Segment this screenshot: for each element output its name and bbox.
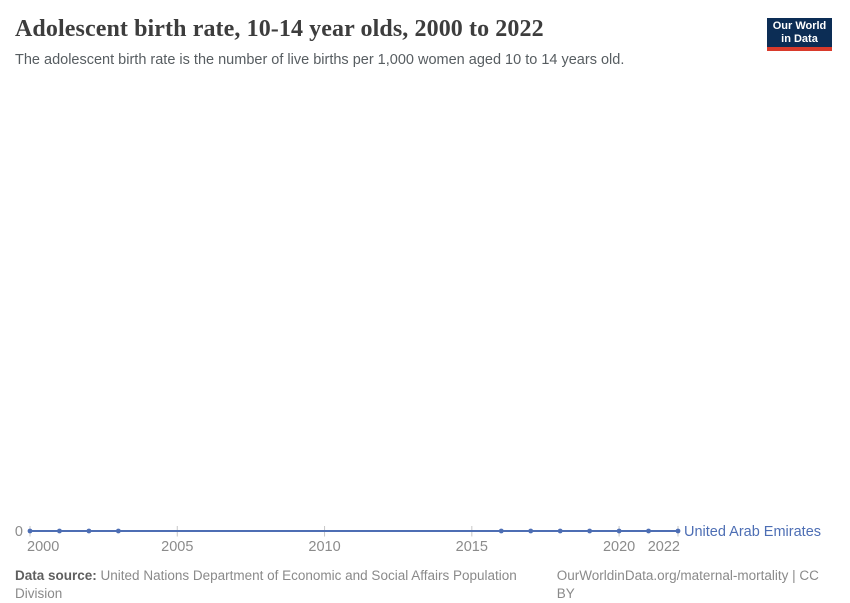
data-point-2020[interactable] bbox=[616, 528, 622, 534]
x-tick-label-2000: 2000 bbox=[27, 539, 59, 555]
data-point-2019[interactable] bbox=[587, 528, 593, 534]
series-label[interactable]: United Arab Emirates bbox=[684, 524, 821, 540]
chart-footer: Data source: United Nations Department o… bbox=[15, 567, 835, 603]
data-point-2017[interactable] bbox=[528, 528, 534, 534]
data-point-2022[interactable] bbox=[675, 528, 681, 534]
data-source-text: United Nations Department of Economic an… bbox=[15, 568, 517, 601]
data-point-2016[interactable] bbox=[498, 528, 504, 534]
data-point-2003[interactable] bbox=[115, 528, 121, 534]
data-point-2002[interactable] bbox=[86, 528, 92, 534]
x-tick-label-2010: 2010 bbox=[308, 539, 340, 555]
x-tick-label-2020: 2020 bbox=[603, 539, 635, 555]
data-point-2001[interactable] bbox=[57, 528, 62, 534]
data-point-2000[interactable] bbox=[27, 528, 33, 534]
x-tick-label-2022: 2022 bbox=[648, 539, 680, 555]
chart-canvas: 0 United Arab Emirates 2000 2005 2010 2015 2… bbox=[15, 524, 821, 555]
data-point-2021[interactable] bbox=[646, 528, 651, 534]
chart-subtitle: The adolescent birth rate is the number … bbox=[15, 52, 625, 68]
x-tick-label-2015: 2015 bbox=[456, 539, 488, 555]
owid-logo-line1: Our World bbox=[772, 20, 827, 32]
owid-logo-line2: in Data bbox=[781, 32, 818, 45]
data-source-note: Data source: United Nations Department o… bbox=[15, 567, 557, 603]
x-tick-label-2005: 2005 bbox=[161, 539, 193, 555]
chart-title: Adolescent birth rate, 10-14 year olds, … bbox=[15, 16, 544, 42]
data-source-label: Data source: bbox=[15, 568, 97, 583]
chart-header: Adolescent birth rate, 10-14 year olds, … bbox=[15, 14, 755, 70]
y-axis-zero-label: 0 bbox=[15, 524, 23, 540]
credit-note[interactable]: OurWorldinData.org/maternal-mortality | … bbox=[556, 568, 819, 601]
data-point-2018[interactable] bbox=[557, 528, 563, 534]
owid-logo[interactable]: Our World in Data bbox=[767, 18, 832, 51]
